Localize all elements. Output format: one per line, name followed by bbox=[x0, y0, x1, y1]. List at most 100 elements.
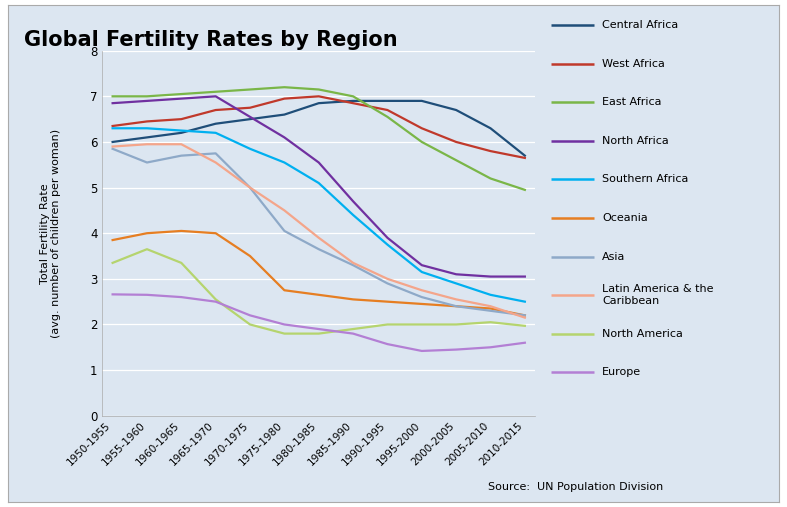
Text: Europe: Europe bbox=[602, 367, 641, 377]
Latin America & the
Caribbean bbox=[314, 235, 323, 241]
East Africa bbox=[382, 114, 392, 120]
East Africa bbox=[108, 93, 117, 99]
Text: North America: North America bbox=[602, 329, 683, 339]
Europe bbox=[520, 340, 530, 346]
Europe bbox=[108, 292, 117, 298]
Line: North Africa: North Africa bbox=[113, 96, 525, 277]
Southern Africa bbox=[452, 280, 461, 286]
West Africa bbox=[520, 155, 530, 161]
Text: North Africa: North Africa bbox=[602, 136, 669, 146]
East Africa bbox=[486, 175, 495, 182]
North America bbox=[520, 323, 530, 329]
East Africa bbox=[314, 86, 323, 92]
Oceania bbox=[520, 312, 530, 318]
North America bbox=[108, 260, 117, 266]
Line: East Africa: East Africa bbox=[113, 87, 525, 190]
Southern Africa bbox=[142, 125, 152, 131]
Text: Central Africa: Central Africa bbox=[602, 20, 678, 30]
Europe bbox=[176, 294, 186, 300]
North Africa bbox=[142, 98, 152, 104]
Text: Source:  UN Population Division: Source: UN Population Division bbox=[488, 482, 663, 492]
North America bbox=[314, 331, 323, 337]
North Africa bbox=[176, 95, 186, 101]
Latin America & the
Caribbean bbox=[349, 260, 358, 266]
Southern Africa bbox=[211, 130, 220, 136]
Oceania bbox=[176, 228, 186, 234]
Latin America & the
Caribbean bbox=[452, 296, 461, 302]
Central Africa bbox=[279, 112, 289, 118]
Southern Africa bbox=[382, 242, 392, 248]
West Africa bbox=[486, 148, 495, 154]
East Africa bbox=[176, 91, 186, 97]
Southern Africa bbox=[520, 299, 530, 305]
North Africa bbox=[486, 274, 495, 280]
North Africa bbox=[382, 235, 392, 241]
Latin America & the
Caribbean bbox=[417, 287, 427, 293]
East Africa bbox=[452, 157, 461, 163]
West Africa bbox=[211, 107, 220, 113]
Asia bbox=[142, 159, 152, 165]
Asia bbox=[108, 146, 117, 152]
Central Africa bbox=[314, 100, 323, 106]
Text: Latin America & the
Caribbean: Latin America & the Caribbean bbox=[602, 284, 714, 306]
North America bbox=[486, 319, 495, 325]
Line: Oceania: Oceania bbox=[113, 231, 525, 315]
Oceania bbox=[246, 253, 255, 259]
Asia bbox=[176, 153, 186, 159]
Latin America & the
Caribbean bbox=[246, 185, 255, 191]
North Africa bbox=[314, 159, 323, 165]
West Africa bbox=[279, 95, 289, 101]
West Africa bbox=[176, 116, 186, 122]
Text: Global Fertility Rates by Region: Global Fertility Rates by Region bbox=[24, 30, 397, 50]
Asia bbox=[349, 262, 358, 268]
Latin America & the
Caribbean bbox=[176, 141, 186, 147]
North Africa bbox=[417, 262, 427, 268]
Latin America & the
Caribbean bbox=[520, 314, 530, 321]
Asia bbox=[486, 308, 495, 314]
Central Africa bbox=[108, 139, 117, 145]
East Africa bbox=[279, 84, 289, 90]
Europe bbox=[211, 299, 220, 305]
North America bbox=[382, 321, 392, 328]
Text: Asia: Asia bbox=[602, 251, 626, 262]
East Africa bbox=[246, 86, 255, 92]
Central Africa bbox=[382, 98, 392, 104]
North Africa bbox=[520, 274, 530, 280]
East Africa bbox=[142, 93, 152, 99]
Line: Latin America & the
Caribbean: Latin America & the Caribbean bbox=[113, 144, 525, 317]
North America bbox=[176, 260, 186, 266]
Europe bbox=[382, 341, 392, 347]
Southern Africa bbox=[176, 127, 186, 133]
North Africa bbox=[452, 271, 461, 277]
Asia bbox=[279, 228, 289, 234]
North America bbox=[279, 331, 289, 337]
West Africa bbox=[349, 100, 358, 106]
Oceania bbox=[452, 303, 461, 309]
North America bbox=[211, 296, 220, 302]
Central Africa bbox=[142, 134, 152, 140]
Europe bbox=[486, 344, 495, 350]
Europe bbox=[314, 326, 323, 332]
Europe bbox=[417, 348, 427, 354]
West Africa bbox=[246, 105, 255, 111]
Latin America & the
Caribbean bbox=[279, 207, 289, 213]
Oceania bbox=[314, 292, 323, 298]
Southern Africa bbox=[349, 212, 358, 218]
North America bbox=[349, 326, 358, 332]
Line: Asia: Asia bbox=[113, 149, 525, 315]
Latin America & the
Caribbean bbox=[382, 276, 392, 282]
Latin America & the
Caribbean bbox=[211, 159, 220, 165]
Southern Africa bbox=[246, 146, 255, 152]
Oceania bbox=[142, 230, 152, 236]
Text: East Africa: East Africa bbox=[602, 97, 662, 107]
West Africa bbox=[452, 139, 461, 145]
Southern Africa bbox=[486, 292, 495, 298]
Line: Europe: Europe bbox=[113, 295, 525, 351]
North Africa bbox=[108, 100, 117, 106]
North America bbox=[142, 246, 152, 252]
North Africa bbox=[211, 93, 220, 99]
Text: Total Fertility Rate
(avg. number of children per woman): Total Fertility Rate (avg. number of chi… bbox=[39, 129, 61, 338]
West Africa bbox=[142, 119, 152, 125]
Asia bbox=[417, 294, 427, 300]
East Africa bbox=[211, 89, 220, 95]
